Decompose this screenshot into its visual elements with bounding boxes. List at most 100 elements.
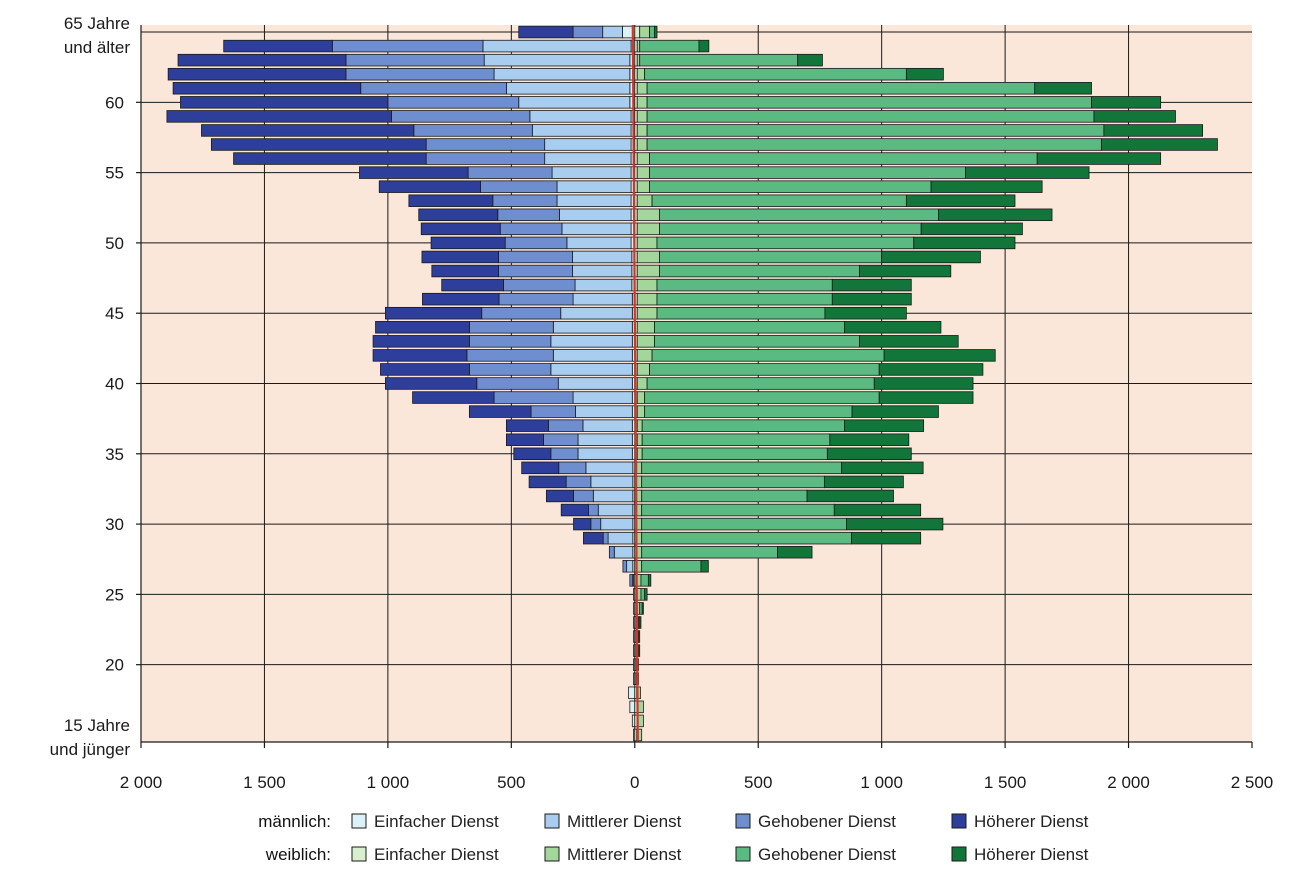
bar-male-mittlerer-dienst — [531, 124, 632, 137]
bar-male-höherer-dienst — [430, 236, 506, 250]
bar-female-höherer-dienst — [831, 278, 912, 292]
bar-female-höherer-dienst — [851, 405, 939, 418]
bar-female-gehobener-dienst — [641, 489, 808, 503]
bar-female-höherer-dienst — [639, 616, 642, 629]
bar-female-mittlerer-dienst — [636, 292, 658, 306]
bar-male-mittlerer-dienst — [590, 475, 634, 489]
bar-male-höherer-dienst — [468, 405, 532, 418]
bar-male-höherer-dienst — [431, 264, 499, 278]
legend-swatch — [544, 846, 560, 862]
y-tick-label: 40 — [105, 375, 124, 394]
bar-female-höherer-dienst — [920, 222, 1023, 236]
x-axis-ticks: 2 000 1 500 1 000 500 0 500 1 000 1 500 2 000 2 5… — [120, 742, 1273, 792]
bar-female-gehobener-dienst — [659, 250, 883, 264]
bar-male-gehobener-dienst — [499, 222, 563, 236]
legend-item-label: Mittlerer Dienst — [567, 812, 682, 831]
bar-female-gehobener-dienst — [644, 405, 853, 418]
bar-female-gehobener-dienst — [644, 67, 907, 81]
bar-female-mittlerer-dienst — [636, 152, 650, 165]
bar-male-mittlerer-dienst — [482, 39, 632, 53]
bar-female-höherer-dienst — [1091, 96, 1162, 109]
bar-male-höherer-dienst — [513, 447, 552, 461]
bar-female-gehobener-dienst — [646, 96, 1092, 109]
bar-female-höherer-dienst — [1036, 152, 1162, 165]
bar-male-mittlerer-dienst — [597, 503, 634, 517]
bar-male-mittlerer-dienst — [544, 152, 632, 165]
bar-female-gehobener-dienst — [646, 377, 875, 390]
bar-female-höherer-dienst — [647, 574, 652, 587]
bar-female-höherer-dienst — [878, 363, 984, 376]
bar-male-gehobener-dienst — [387, 96, 520, 109]
bar-male-gehobener-dienst — [565, 475, 592, 489]
bar-male-höherer-dienst — [573, 517, 592, 531]
bar-male-gehobener-dienst — [492, 194, 558, 207]
bar-female-höherer-dienst — [777, 545, 813, 559]
bar-male-mittlerer-dienst — [592, 489, 634, 503]
bar-female-höherer-dienst — [654, 25, 658, 39]
bar-male-gehobener-dienst — [481, 306, 562, 320]
bar-male-mittlerer-dienst — [505, 82, 631, 95]
bar-male-mittlerer-dienst — [557, 377, 633, 390]
bar-female-gehobener-dienst — [641, 531, 852, 545]
y-bottom-label-line2: und jünger — [50, 740, 131, 759]
legend-swatch — [351, 813, 367, 829]
bar-female-mittlerer-dienst — [636, 349, 653, 362]
bar-female-mittlerer-dienst — [636, 222, 660, 236]
bar-female-mittlerer-dienst — [636, 447, 643, 461]
bar-female-gehobener-dienst — [639, 53, 799, 67]
bar-female-höherer-dienst — [824, 306, 907, 320]
bar-female-höherer-dienst — [878, 391, 974, 404]
bar-male-gehobener-dienst — [468, 335, 552, 348]
bar-male-höherer-dienst — [420, 222, 501, 236]
bar-female-höherer-dienst — [831, 292, 912, 306]
y-top-label-line1: 65 Jahre — [64, 14, 130, 33]
bar-male-mittlerer-dienst — [575, 405, 633, 418]
bar-female-mittlerer-dienst — [636, 405, 646, 418]
bar-male-mittlerer-dienst — [556, 180, 632, 193]
bar-male-höherer-dienst — [375, 321, 470, 334]
bar-male-mittlerer-dienst — [518, 96, 631, 109]
x-tick-label: 2 000 — [1107, 773, 1150, 792]
bar-male-höherer-dienst — [233, 152, 427, 165]
bar-male-mittlerer-dienst — [585, 461, 634, 475]
bar-female-gehobener-dienst — [646, 138, 1102, 151]
bar-male-höherer-dienst — [372, 349, 468, 362]
bar-male-gehobener-dienst — [572, 25, 604, 39]
bar-female-gehobener-dienst — [656, 236, 915, 250]
bar-male-höherer-dienst — [422, 292, 500, 306]
bar-female-gehobener-dienst — [654, 321, 846, 334]
bar-female-mittlerer-dienst — [636, 208, 660, 222]
bar-female-mittlerer-dienst — [636, 517, 643, 531]
bar-female-höherer-dienst — [823, 475, 904, 489]
bar-male-mittlerer-dienst — [600, 517, 634, 531]
bar-male-gehobener-dienst — [391, 110, 531, 123]
reference-line-group — [631, 24, 639, 743]
bar-female-mittlerer-dienst — [636, 96, 648, 109]
bar-male-höherer-dienst — [359, 166, 469, 179]
bar-male-gehobener-dienst — [547, 419, 584, 432]
bars — [166, 25, 1218, 742]
bar-male-höherer-dienst — [385, 306, 483, 320]
bar-male-gehobener-dienst — [530, 405, 576, 418]
bar-male-mittlerer-dienst — [582, 419, 633, 432]
bar-male-gehobener-dienst — [345, 67, 495, 81]
bar-male-mittlerer-dienst — [602, 25, 623, 39]
bar-female-höherer-dienst — [806, 489, 894, 503]
bar-male-gehobener-dienst — [573, 489, 594, 503]
bar-male-höherer-dienst — [385, 377, 478, 390]
legend-item-label: Einfacher Dienst — [374, 812, 499, 831]
y-bottom-label-line1: 15 Jahre — [64, 716, 130, 735]
bar-male-gehobener-dienst — [345, 53, 485, 67]
bar-male-höherer-dienst — [528, 475, 567, 489]
x-tick-label: 1 000 — [367, 773, 410, 792]
bar-female-gehobener-dienst — [639, 39, 700, 53]
bar-male-mittlerer-dienst — [561, 222, 632, 236]
bar-female-gehobener-dienst — [649, 363, 880, 376]
reference-line — [631, 24, 639, 743]
legend-item-label: Mittlerer Dienst — [567, 845, 682, 864]
bar-female-mittlerer-dienst — [636, 194, 653, 207]
bar-male-mittlerer-dienst — [572, 292, 633, 306]
x-tick-label: 500 — [744, 773, 772, 792]
bar-male-mittlerer-dienst — [577, 447, 633, 461]
